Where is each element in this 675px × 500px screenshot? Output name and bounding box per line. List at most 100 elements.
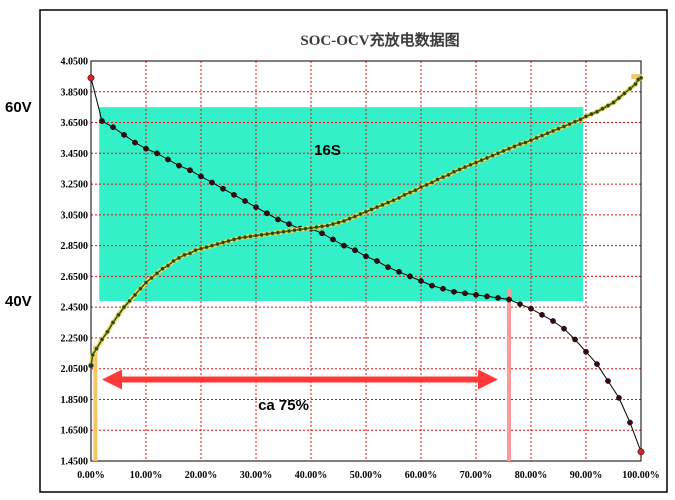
- discharge-point: [99, 118, 105, 124]
- charge-point: [330, 221, 336, 227]
- charge-point: [347, 216, 352, 221]
- charge-point: [501, 148, 506, 154]
- charge-point: [374, 205, 380, 210]
- charge-point: [479, 158, 484, 163]
- charge-point: [292, 228, 297, 233]
- charge-point: [567, 121, 572, 127]
- charge-point: [495, 151, 501, 156]
- band-label: 16S: [314, 142, 341, 159]
- discharge-point: [396, 268, 402, 275]
- y-tick-label: 4.0500: [61, 57, 89, 68]
- range-arrow-head-right: [478, 369, 498, 390]
- discharge-point: [517, 301, 523, 307]
- discharge-point: [264, 210, 270, 217]
- discharge-point: [451, 288, 457, 295]
- discharge-point: [418, 278, 424, 284]
- charge-point: [369, 207, 374, 212]
- charge-point: [187, 251, 193, 256]
- discharge-point: [231, 191, 237, 198]
- discharge-point: [506, 296, 512, 303]
- y-tick-label: 2.8500: [61, 241, 89, 252]
- charge-point: [446, 172, 451, 177]
- charge-point: [512, 144, 517, 149]
- discharge-point: [561, 325, 567, 332]
- charge-point: [259, 232, 264, 237]
- discharge-point: [495, 295, 501, 301]
- charge-point: [297, 227, 303, 232]
- charge-point: [578, 117, 583, 122]
- discharge-point: [352, 247, 358, 254]
- side-label: 60V: [5, 99, 32, 116]
- charge-point: [517, 141, 523, 147]
- discharge-point: [484, 293, 490, 300]
- highlight-band: [99, 107, 584, 302]
- discharge-point: [429, 282, 435, 289]
- charge-point: [473, 160, 479, 165]
- charge-point: [303, 226, 308, 231]
- charge-point: [462, 165, 468, 170]
- charge-point: [545, 131, 550, 136]
- charge-point: [638, 75, 644, 81]
- y-tick-label: 1.6500: [61, 426, 89, 437]
- charge-point: [275, 230, 281, 235]
- charge-point: [231, 237, 237, 242]
- discharge-point: [407, 273, 413, 280]
- discharge-point: [550, 318, 556, 324]
- charge-point: [506, 146, 512, 151]
- charge-point: [215, 241, 220, 247]
- x-tick-label: 40.00%: [295, 470, 328, 481]
- discharge-point: [363, 253, 369, 260]
- orange-marker-right: [631, 74, 642, 80]
- charge-point: [270, 231, 275, 236]
- discharge-point: [616, 395, 622, 401]
- charge-point: [380, 202, 385, 207]
- charge-point: [336, 220, 341, 225]
- discharge-point: [319, 230, 325, 237]
- charge-point: [550, 128, 556, 134]
- x-tick-label: 30.00%: [240, 470, 273, 481]
- x-tick-label: 70.00%: [460, 470, 493, 481]
- charge-point: [160, 266, 165, 271]
- charge-point: [418, 185, 424, 190]
- charge-point: [457, 167, 462, 172]
- y-tick-label: 3.2500: [61, 180, 89, 191]
- discharge-point: [87, 74, 95, 82]
- discharge-point: [330, 236, 336, 243]
- discharge-point: [242, 198, 248, 204]
- charge-point: [220, 240, 226, 245]
- discharge-point: [253, 204, 259, 211]
- discharge-point: [187, 167, 193, 174]
- charge-point: [121, 305, 127, 310]
- charge-point: [539, 133, 545, 138]
- discharge-point: [385, 264, 391, 271]
- charge-point: [193, 248, 198, 253]
- range-arrow-head-left: [102, 369, 122, 390]
- x-tick-label: 20.00%: [185, 470, 218, 481]
- charge-point: [407, 190, 413, 195]
- discharge-point: [594, 361, 600, 367]
- charge-point: [468, 162, 473, 167]
- discharge-point: [121, 131, 127, 138]
- charge-point: [226, 238, 231, 244]
- discharge-point: [440, 285, 446, 292]
- charge-point: [209, 243, 215, 248]
- charge-point: [325, 223, 330, 228]
- chart-title: SOC-OCV充放电数据图: [300, 31, 459, 49]
- charge-point: [451, 169, 457, 174]
- charge-point: [319, 224, 325, 229]
- charge-point: [413, 188, 418, 193]
- discharge-point: [165, 156, 171, 163]
- y-tick-label: 2.4500: [61, 303, 89, 314]
- charge-point: [572, 119, 578, 124]
- charge-point: [88, 362, 94, 369]
- discharge-point: [143, 145, 149, 152]
- charge-point: [391, 198, 396, 203]
- charge-point: [341, 218, 347, 224]
- charge-point: [556, 126, 561, 131]
- discharge-point: [110, 124, 116, 131]
- charge-point: [116, 312, 121, 317]
- x-tick-label: 100.00%: [622, 470, 660, 481]
- charge-point: [237, 235, 242, 241]
- discharge-point: [539, 311, 545, 318]
